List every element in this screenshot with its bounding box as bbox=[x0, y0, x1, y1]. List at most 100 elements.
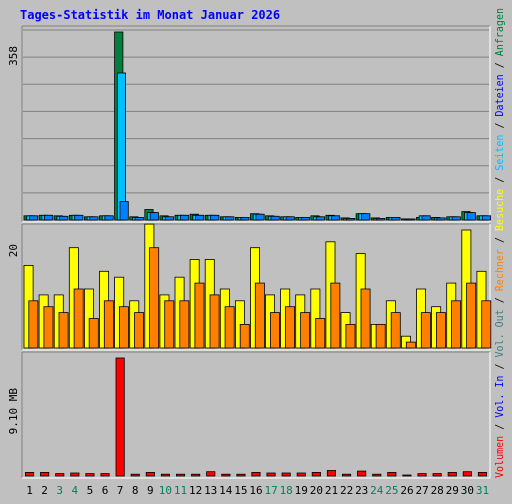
bar-seiten-day-31 bbox=[481, 215, 491, 221]
bar-rechner-day-13 bbox=[209, 294, 220, 349]
x-tick-label: 24 bbox=[370, 484, 384, 497]
bar-seiten-day-3 bbox=[59, 215, 69, 221]
bar-volumen-day-3 bbox=[55, 473, 65, 477]
bar-rechner-day-31 bbox=[481, 300, 492, 349]
bar-rechner-day-24 bbox=[375, 323, 386, 349]
bar-volumen-day-29 bbox=[447, 471, 457, 477]
bar-rechner-day-1 bbox=[28, 300, 39, 349]
x-tick-label: 30 bbox=[461, 484, 474, 497]
bar-seiten-day-9 bbox=[149, 212, 159, 221]
bar-rechner-day-28 bbox=[435, 312, 446, 349]
bar-volumen-day-16 bbox=[251, 471, 261, 477]
x-tick-label: 9 bbox=[147, 484, 154, 497]
bar-rechner-day-19 bbox=[300, 312, 311, 349]
x-tick-label: 10 bbox=[159, 484, 172, 497]
bar-rechner-day-29 bbox=[451, 300, 462, 349]
x-tick-label: 8 bbox=[132, 484, 139, 497]
bar-seiten-day-24 bbox=[376, 217, 386, 221]
x-tick-label: 28 bbox=[431, 484, 444, 497]
bar-seiten-day-19 bbox=[300, 216, 310, 221]
chart-panels: 358 20 9.10 MB bbox=[7, 25, 492, 479]
x-tick-label: 26 bbox=[400, 484, 413, 497]
bar-rechner-day-5 bbox=[88, 318, 99, 349]
bar-volumen-day-23 bbox=[357, 470, 367, 477]
bar-rechner-day-27 bbox=[420, 312, 431, 349]
bar-rechner-day-10 bbox=[164, 300, 175, 349]
bar-rechner-day-22 bbox=[345, 323, 356, 349]
x-tick-label: 21 bbox=[325, 484, 338, 497]
x-tick-label: 3 bbox=[56, 484, 63, 497]
legend-entry: Vol. Out bbox=[493, 309, 506, 357]
bar-seiten-day-12 bbox=[195, 214, 205, 221]
bar-seiten-day-30 bbox=[466, 212, 476, 221]
bar-seiten-day-10 bbox=[164, 216, 175, 221]
bar-seiten-day-7 bbox=[119, 201, 129, 221]
bar-volumen-day-13 bbox=[206, 471, 216, 477]
bar-seiten-day-18 bbox=[285, 216, 295, 221]
legend-entry: Dateien bbox=[493, 74, 506, 116]
bar-volumen-day-8 bbox=[130, 473, 140, 477]
bar-volumen-day-15 bbox=[236, 473, 246, 477]
panel-max-label: 9.10 MB bbox=[7, 388, 20, 435]
bar-volumen-day-2 bbox=[40, 471, 50, 477]
bar-seiten-day-1 bbox=[28, 215, 39, 221]
x-axis-tick-labels: 1 2 3 4 5 6 7 8 9 10 11 12 13 14 15 16 17 18 19 20 21 22 23 24 2… bbox=[26, 484, 489, 497]
bar-volumen-day-1 bbox=[24, 471, 35, 477]
bar-rechner-day-18 bbox=[285, 306, 296, 349]
bar-seiten-day-6 bbox=[104, 215, 114, 221]
x-tick-label: 14 bbox=[219, 484, 233, 497]
bar-dateien-day-7 bbox=[116, 72, 127, 221]
legend-entry: Vol. In bbox=[493, 376, 506, 418]
x-tick-label: 23 bbox=[355, 484, 368, 497]
legend-separator: / bbox=[493, 171, 506, 189]
bar-volumen-day-17 bbox=[266, 472, 276, 477]
bar-seiten-day-5 bbox=[89, 216, 99, 221]
legend-entry: Rechner bbox=[493, 249, 506, 292]
bar-volumen-day-20 bbox=[311, 471, 321, 477]
bar-volumen-day-31 bbox=[477, 471, 487, 477]
x-tick-label: 19 bbox=[295, 484, 308, 497]
bar-rechner-day-21 bbox=[330, 282, 341, 349]
legend-separator: / bbox=[493, 116, 506, 134]
legend-separator: / bbox=[493, 291, 506, 309]
bar-rechner-day-17 bbox=[269, 312, 280, 349]
panel-volume: 9.10 MB bbox=[7, 351, 491, 479]
bar-volumen-day-11 bbox=[175, 473, 186, 477]
bar-rechner-day-11 bbox=[179, 300, 190, 349]
bar-seiten-day-2 bbox=[44, 214, 54, 221]
bar-volumen-day-24 bbox=[372, 473, 382, 477]
bar-seiten-day-8 bbox=[134, 216, 144, 221]
bar-rechner-day-4 bbox=[73, 288, 84, 349]
bar-volumen-day-19 bbox=[296, 472, 306, 477]
bar-seiten-day-13 bbox=[210, 214, 220, 221]
legend-entry: Anfragen bbox=[493, 8, 506, 56]
bar-seiten-day-23 bbox=[361, 213, 371, 221]
x-tick-label: 22 bbox=[340, 484, 353, 497]
x-tick-label: 25 bbox=[385, 484, 398, 497]
x-tick-label: 18 bbox=[280, 484, 293, 497]
bar-volumen-day-28 bbox=[432, 473, 442, 477]
panel-max-label: 358 bbox=[7, 46, 20, 66]
bar-seiten-day-29 bbox=[451, 216, 461, 221]
x-tick-label: 16 bbox=[249, 484, 262, 497]
bar-seiten-day-20 bbox=[315, 216, 325, 221]
bar-rechner-day-8 bbox=[134, 312, 145, 349]
bar-rechner-day-9 bbox=[149, 247, 160, 349]
x-tick-label: 27 bbox=[415, 484, 428, 497]
x-tick-label: 31 bbox=[476, 484, 489, 497]
panel-visits: 20 bbox=[7, 223, 492, 351]
legend-separator: / bbox=[493, 418, 506, 436]
x-tick-label: 2 bbox=[41, 484, 48, 497]
bar-volumen-day-5 bbox=[85, 473, 95, 477]
bar-volumen-day-26 bbox=[402, 474, 412, 477]
bar-rechner-day-3 bbox=[58, 312, 69, 349]
bar-volumen-day-7 bbox=[115, 357, 125, 477]
bar-seiten-day-28 bbox=[436, 217, 446, 221]
x-tick-label: 13 bbox=[204, 484, 217, 497]
bar-seiten-day-27 bbox=[421, 215, 431, 221]
panel-max-label: 20 bbox=[7, 244, 20, 257]
x-tick-label: 6 bbox=[102, 484, 109, 497]
bar-rechner-day-25 bbox=[390, 312, 401, 349]
